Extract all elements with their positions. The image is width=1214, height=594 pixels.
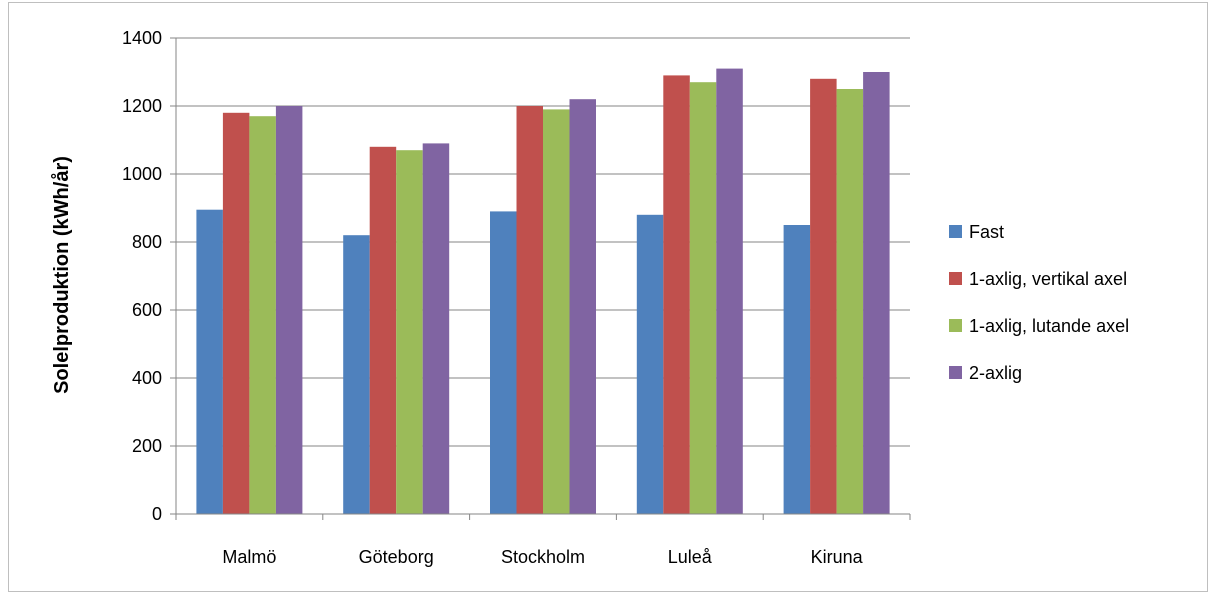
y-tick-label: 0 xyxy=(152,504,162,524)
bar xyxy=(716,68,743,514)
legend-swatch xyxy=(949,225,962,238)
bar xyxy=(569,99,596,514)
bar xyxy=(663,75,690,515)
y-tick-label: 400 xyxy=(132,368,162,388)
y-tick-label: 800 xyxy=(132,232,162,252)
bar xyxy=(396,150,423,514)
bar xyxy=(422,143,450,514)
bar xyxy=(810,78,837,515)
x-axis-ticks: Malmö Göteborg Stockholm Luleå Kiruna xyxy=(222,547,863,567)
y-tick-label: 1000 xyxy=(122,164,162,184)
legend-label: Fast xyxy=(969,222,1004,242)
x-tick-label: Malmö xyxy=(222,547,276,567)
bar xyxy=(689,82,717,514)
y-tick-label: 600 xyxy=(132,300,162,320)
legend-label: 1-axlig, vertikal axel xyxy=(969,269,1127,289)
axes xyxy=(175,38,911,520)
bar xyxy=(275,106,303,514)
y-tick-label: 1400 xyxy=(122,28,162,48)
bar xyxy=(369,146,397,515)
bar xyxy=(490,211,517,514)
y-axis-title: Solelproduktion (kWh/år) xyxy=(50,156,73,394)
y-axis-ticks: 0 200 400 600 800 1000 1200 1400 xyxy=(122,28,176,524)
y-tick-label: 200 xyxy=(132,436,162,456)
bar xyxy=(516,106,543,514)
legend-swatch xyxy=(949,366,962,379)
bar xyxy=(836,89,864,514)
bar xyxy=(783,225,811,514)
legend-swatch xyxy=(949,272,962,285)
x-tick-label: Luleå xyxy=(668,547,713,567)
bar xyxy=(196,209,223,514)
legend-label: 2-axlig xyxy=(969,363,1022,383)
x-tick-label: Kiruna xyxy=(811,547,864,567)
bar xyxy=(249,116,276,514)
legend-swatch xyxy=(949,319,962,332)
bar xyxy=(222,112,250,515)
bar xyxy=(636,214,664,515)
bar xyxy=(863,72,890,514)
legend-label: 1-axlig, lutande axel xyxy=(969,316,1129,336)
x-tick-label: Stockholm xyxy=(501,547,585,567)
bar xyxy=(543,109,570,515)
x-tick-label: Göteborg xyxy=(359,547,434,567)
y-tick-label: 1200 xyxy=(122,96,162,116)
bars xyxy=(196,68,890,515)
legend: Fast 1-axlig, vertikal axel 1-axlig, lutan… xyxy=(949,222,1129,383)
bar xyxy=(343,235,370,514)
